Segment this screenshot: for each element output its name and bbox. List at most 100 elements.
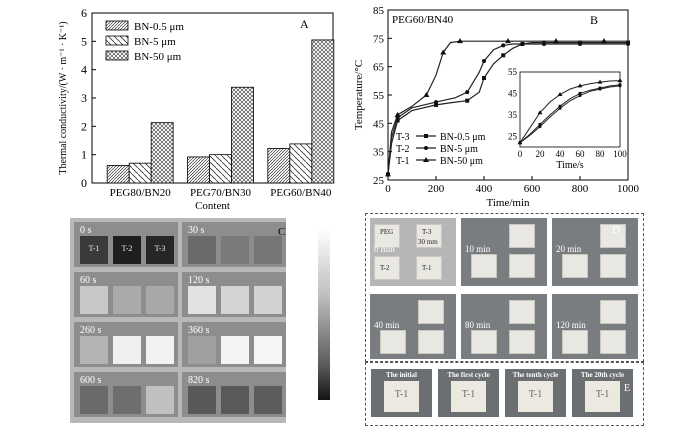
data-point — [558, 106, 562, 110]
sample-thermal-square — [146, 386, 174, 414]
bar — [128, 162, 152, 184]
photo-frame: 10 min — [461, 218, 547, 286]
infrared-frame: 260 s — [74, 322, 178, 367]
data-point — [423, 157, 429, 162]
inset-x-tick-label: 80 — [596, 149, 606, 159]
legend-label: BN-5 μm — [440, 144, 478, 155]
sample-photo-square — [509, 330, 535, 354]
data-point — [517, 140, 523, 145]
data-point — [597, 79, 603, 84]
bar — [106, 165, 130, 184]
panel-e-cycles: The initial T-1 The first cycle T-1 The tent… — [365, 362, 644, 426]
sample-photo-square — [600, 224, 626, 248]
data-point — [601, 38, 607, 44]
photo-sample-label: T-1 — [422, 264, 432, 272]
series-line — [387, 40, 628, 175]
y-tick-label: 25 — [373, 175, 385, 187]
panel-e-letter: E — [624, 383, 631, 394]
sample-thermal-square — [146, 286, 174, 314]
photo-frame: 40 min — [370, 294, 456, 359]
frame-time-label: 30 s — [188, 225, 205, 236]
cycle-photo: The initial T-1 — [371, 369, 432, 417]
photo-time-label: 20 min — [556, 244, 582, 254]
sample-thermal-square — [113, 386, 141, 414]
y-tick-label: 75 — [373, 33, 385, 45]
data-point — [557, 92, 563, 96]
photo-time-label: 120 min — [556, 320, 586, 330]
inset-series-line — [519, 84, 621, 144]
sample-photo-square — [416, 256, 442, 280]
sample-thermal-square: T-2 — [113, 236, 141, 264]
sample-thermal-square — [221, 286, 249, 314]
data-point — [434, 100, 438, 105]
sample-thermal-square — [254, 236, 282, 264]
infrared-frame: 820 s — [182, 372, 286, 417]
sample-thermal-square — [188, 386, 216, 414]
legend-label: BN-0.5 μm — [134, 21, 184, 33]
y-tick-label: 85 — [373, 5, 385, 17]
y-tick-label: 0 — [81, 176, 87, 190]
sample-thermal-square — [80, 286, 108, 314]
sample-photo-square — [562, 330, 588, 354]
infrared-frame: 360 s — [182, 322, 286, 367]
inset-x-tick-label: 100 — [613, 149, 627, 159]
infrared-frame: 600 s — [74, 372, 178, 417]
data-point — [482, 76, 486, 80]
photo-frame: 0 min PEG T-3 T-2 T-1 30 mm — [370, 218, 456, 286]
y-tick-label: 45 — [373, 118, 385, 130]
x-axis-label: Time/min — [487, 197, 530, 209]
sample-photo-square — [562, 254, 588, 278]
x-tick-label: 600 — [524, 183, 541, 195]
sample-photo-square — [416, 224, 442, 248]
sample-photo-square: T-1 — [585, 381, 620, 412]
bar — [267, 148, 291, 184]
data-point — [501, 43, 506, 48]
data-point — [537, 110, 543, 115]
sample-photo-square — [509, 300, 535, 324]
legend-swatch — [105, 35, 129, 46]
photo-sample-label: PEG — [380, 228, 394, 236]
data-point — [558, 104, 562, 108]
data-point — [598, 87, 602, 91]
cycle-photo: The tenth cycle T-1 — [505, 369, 566, 417]
photo-sample-label: 30 mm — [418, 238, 438, 246]
data-point — [617, 78, 623, 83]
sample-thermal-square — [113, 336, 141, 364]
photo-sample-label: T-2 — [380, 264, 390, 272]
y-tick-label: 55 — [373, 90, 385, 102]
legend-label: BN-0.5 μm — [440, 132, 486, 143]
sample-thermal-square — [254, 336, 282, 364]
frame-time-label: 360 s — [188, 325, 210, 336]
inset-y-tick-label: 35 — [508, 110, 518, 120]
y-tick-label: 1 — [81, 148, 87, 162]
photo-frame: 20 min D — [552, 218, 638, 286]
bar — [187, 156, 210, 184]
frame-time-label: 120 s — [188, 275, 210, 286]
sample-thermal-square — [254, 386, 282, 414]
sample-photo-square — [418, 330, 444, 354]
chart-a: 0 1 2 3 4 5 6 PEG80/BN20 PEG70/BN30 PEG60/BN40 Con… — [58, 6, 335, 212]
cycle-title: The 20th cycle — [580, 371, 625, 379]
inset-y-tick-label: 55 — [508, 67, 518, 77]
infrared-frame: 30 s — [182, 222, 286, 267]
inset-x-tick-label: 60 — [576, 149, 586, 159]
sample-photo-square: T-1 — [384, 381, 419, 412]
sample-thermal-square — [221, 236, 249, 264]
legend-label: BN-50 μm — [134, 51, 182, 63]
sample-thermal-square — [80, 336, 108, 364]
inset-y-tick-label: 45 — [508, 88, 518, 98]
sample-label: T-1 — [88, 244, 100, 253]
y-tick-label: 3 — [81, 91, 87, 105]
cycle-title: The tenth cycle — [512, 371, 559, 379]
panel-a-letter: A — [300, 17, 309, 31]
data-point — [577, 83, 583, 88]
sample-photo-square — [600, 330, 626, 354]
sample-thermal-square — [188, 336, 216, 364]
panel-d-letter: D — [612, 224, 620, 236]
sample-thermal-square: T-3 — [146, 236, 174, 264]
sample-thermal-square — [113, 286, 141, 314]
frame-time-label: 820 s — [188, 375, 210, 386]
x-tick-label: PEG80/BN20 — [110, 187, 172, 199]
sample-photo-square — [374, 256, 400, 280]
y-tick-label: 2 — [81, 119, 87, 133]
